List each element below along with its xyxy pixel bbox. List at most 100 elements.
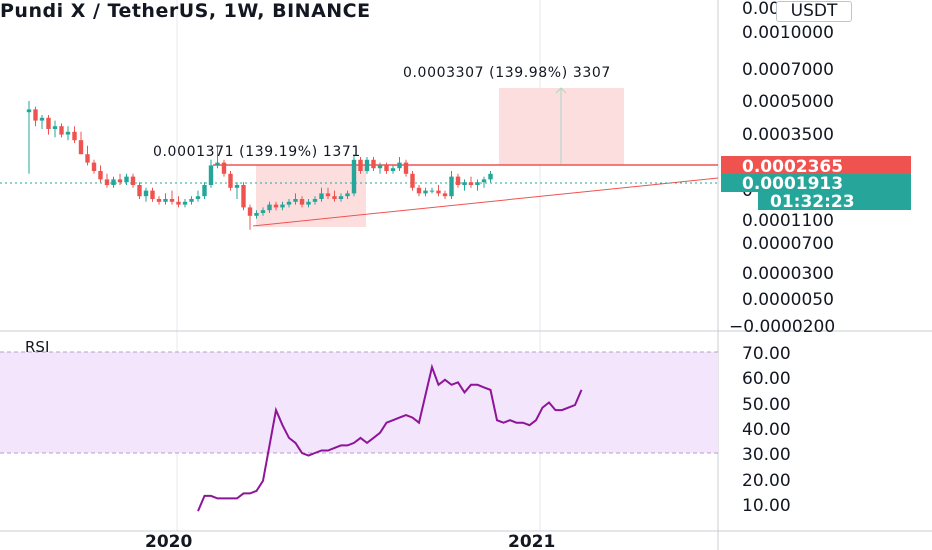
range-arrow-icon — [555, 87, 567, 94]
rsi-tick: 20.00 — [742, 471, 791, 491]
candle-body — [481, 179, 487, 183]
candle-body — [390, 168, 396, 171]
price-tick: 0.0005000 — [742, 92, 834, 112]
candle-body — [111, 179, 116, 185]
candle-body — [228, 173, 233, 188]
rsi-label: RSI — [25, 338, 49, 356]
candle-body — [293, 199, 298, 202]
candle-body — [202, 185, 207, 197]
candle-body — [72, 131, 77, 141]
candle-body — [52, 126, 58, 129]
rsi-tick: 50.00 — [742, 395, 791, 415]
candle-body — [104, 179, 110, 185]
candle-body — [46, 117, 51, 129]
last-price-text: 0.0001913 — [742, 174, 843, 194]
level-price-tag — [721, 156, 911, 176]
last-price-tag — [721, 174, 911, 192]
candle-body — [312, 199, 318, 202]
candle-body — [403, 162, 409, 174]
price-tick: 0.0000700 — [742, 234, 834, 254]
candle-body — [247, 207, 253, 216]
candle-body — [169, 199, 175, 202]
candle-body — [338, 196, 344, 199]
candle-body — [345, 193, 350, 197]
candle-body — [260, 210, 266, 213]
candle-body — [150, 190, 155, 199]
currency-unit-button[interactable]: USDT — [776, 1, 852, 22]
candle-body — [39, 117, 45, 121]
candle-body — [130, 176, 136, 185]
candle-body — [267, 204, 272, 211]
candle-body — [176, 201, 181, 205]
candle-body — [377, 165, 383, 169]
candle-body — [156, 199, 162, 202]
candle-body — [280, 204, 285, 208]
candle-body — [351, 159, 357, 194]
price-tick: 0.0003500 — [742, 125, 834, 145]
candle-body — [299, 199, 305, 205]
candle-body — [410, 173, 415, 188]
candle-body — [273, 204, 279, 208]
candle-body — [33, 109, 38, 121]
candle-body — [117, 179, 123, 183]
rsi-tick: 70.00 — [742, 344, 791, 364]
candle-body — [286, 201, 292, 205]
candle-body — [85, 154, 90, 163]
candle-body — [423, 190, 428, 194]
candle-body — [364, 159, 370, 171]
price-tick: 0.0000300 — [742, 264, 834, 284]
candle-body — [325, 193, 331, 197]
candle-body — [182, 201, 188, 205]
candle-body — [416, 187, 422, 194]
candle-body — [475, 182, 480, 185]
candle-body — [137, 185, 142, 197]
countdown-tag — [758, 192, 911, 210]
candle-body — [436, 190, 441, 194]
candle-body — [449, 176, 454, 197]
candle-body — [358, 159, 363, 171]
candle-body — [91, 162, 97, 171]
price-tick: 0.0001100 — [742, 211, 834, 231]
rsi-tick: 30.00 — [742, 445, 791, 465]
time-tick: 2021 — [508, 532, 555, 550]
candle-body — [221, 162, 227, 174]
price-axis[interactable]: 0.0013000 0.0010000 0.0007000 0.0005000 … — [729, 0, 835, 337]
candle-body — [429, 190, 435, 192]
candle-body — [371, 159, 376, 169]
candle-body — [319, 193, 324, 199]
candle-body — [488, 173, 493, 180]
candle-body — [254, 213, 259, 216]
candle-body — [189, 199, 194, 202]
trend-line[interactable] — [252, 177, 719, 227]
candle-body — [215, 162, 220, 166]
candle-body — [384, 165, 389, 171]
rsi-tick: 60.00 — [742, 369, 791, 389]
candles — [26, 101, 493, 230]
candle-body — [26, 109, 32, 113]
rsi-tick: 40.00 — [742, 420, 791, 440]
candle-body — [332, 196, 337, 199]
candle-body — [143, 190, 149, 197]
countdown-text: 01:32:23 — [770, 192, 855, 212]
candle-body — [78, 140, 84, 155]
candle-body — [59, 126, 64, 135]
candle-body — [468, 182, 474, 185]
candle-body — [65, 131, 71, 135]
candle-body — [397, 162, 402, 169]
candle-body — [462, 182, 467, 185]
rsi-axis[interactable]: 70.00 60.00 50.00 40.00 30.00 20.00 10.0… — [742, 344, 791, 516]
rsi-band — [0, 352, 718, 453]
chart-title: Pundi X / TetherUS, 1W, BINANCE — [0, 0, 371, 22]
rsi-line — [197, 363, 583, 512]
candle-body — [208, 165, 214, 185]
candle-body — [124, 176, 129, 183]
time-tick: 2020 — [145, 532, 192, 550]
price-tick: 0.0007000 — [742, 60, 834, 80]
candle-body — [195, 196, 201, 199]
level-price-text: 0.0002365 — [742, 157, 843, 177]
range-annotation-1: 0.0001371 (139.19%) 1371 — [153, 144, 361, 160]
candle-body — [241, 185, 246, 208]
candle-body — [442, 193, 448, 197]
candle-body — [306, 201, 311, 205]
